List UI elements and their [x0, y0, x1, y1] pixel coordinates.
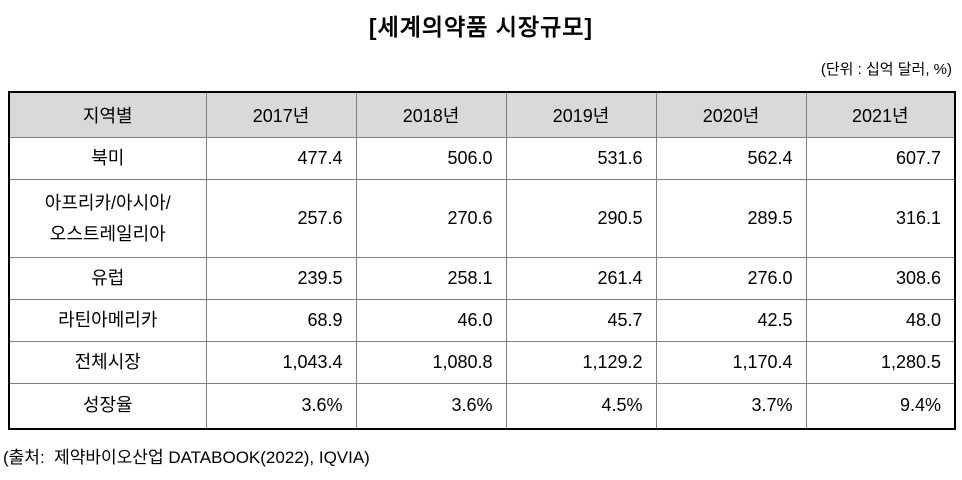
value-cell: 1,170.4	[655, 341, 807, 384]
source-note: (출처: 제약바이오산업 DATABOOK(2022), IQVIA)	[3, 447, 370, 467]
header-cell-2018: 2018년	[355, 91, 507, 138]
value-cell: 3.6%	[355, 383, 507, 429]
value-cell: 3.6%	[205, 383, 357, 429]
table-row-europe: 유럽 239.5 258.1 261.4 276.0 308.6	[8, 257, 956, 300]
value-cell: 607.7	[805, 137, 956, 180]
value-cell: 276.0	[655, 257, 807, 300]
value-cell: 316.1	[805, 179, 956, 258]
table-row-growth-rate: 성장율 3.6% 3.6% 4.5% 3.7% 9.4%	[8, 383, 956, 429]
table-row-total-market: 전체시장 1,043.4 1,080.8 1,129.2 1,170.4 1,2…	[8, 341, 956, 384]
table-body: 북미 477.4 506.0 531.6 562.4 607.7 아프리카/아시…	[8, 137, 956, 429]
header-cell-2019: 2019년	[505, 91, 657, 138]
value-cell: 48.0	[805, 299, 956, 342]
value-cell: 4.5%	[505, 383, 657, 429]
value-cell: 506.0	[355, 137, 507, 180]
value-cell: 477.4	[205, 137, 357, 180]
table-header-row: 지역별 2017년 2018년 2019년 2020년 2021년	[8, 91, 956, 138]
value-cell: 261.4	[505, 257, 657, 300]
header-cell-region: 지역별	[8, 91, 207, 138]
header-cell-2021: 2021년	[805, 91, 956, 138]
row-label-cell: 유럽	[8, 257, 207, 300]
table-row-north-america: 북미 477.4 506.0 531.6 562.4 607.7	[8, 137, 956, 180]
unit-note: (단위 : 십억 달러, %)	[820, 61, 952, 78]
market-size-table: 지역별 2017년 2018년 2019년 2020년 2021년 북미 477…	[8, 91, 956, 430]
value-cell: 42.5	[655, 299, 807, 342]
value-cell: 9.4%	[805, 383, 956, 429]
row-label-cell: 전체시장	[8, 341, 207, 384]
value-cell: 1,129.2	[505, 341, 657, 384]
value-cell: 1,080.8	[355, 341, 507, 384]
row-label-cell: 아프리카/아시아/ 오스트레일리아	[8, 179, 207, 258]
row-label-cell: 북미	[8, 137, 207, 180]
value-cell: 45.7	[505, 299, 657, 342]
header-cell-2020: 2020년	[655, 91, 807, 138]
value-cell: 1,043.4	[205, 341, 357, 384]
value-cell: 68.9	[205, 299, 357, 342]
value-cell: 270.6	[355, 179, 507, 258]
value-cell: 562.4	[655, 137, 807, 180]
value-cell: 531.6	[505, 137, 657, 180]
value-cell: 257.6	[205, 179, 357, 258]
value-cell: 1,280.5	[805, 341, 956, 384]
value-cell: 290.5	[505, 179, 657, 258]
table-row-latin-america: 라틴아메리카 68.9 46.0 45.7 42.5 48.0	[8, 299, 956, 342]
table-header: 지역별 2017년 2018년 2019년 2020년 2021년	[8, 91, 956, 138]
value-cell: 239.5	[205, 257, 357, 300]
page-title: [세계의약품 시장규모]	[368, 14, 594, 40]
table-row-africa-asia-australia: 아프리카/아시아/ 오스트레일리아 257.6 270.6 290.5 289.…	[8, 179, 956, 258]
row-label-cell: 성장율	[8, 383, 207, 429]
value-cell: 289.5	[655, 179, 807, 258]
header-cell-2017: 2017년	[205, 91, 357, 138]
value-cell: 3.7%	[655, 383, 807, 429]
value-cell: 308.6	[805, 257, 956, 300]
value-cell: 258.1	[355, 257, 507, 300]
value-cell: 46.0	[355, 299, 507, 342]
row-label-cell: 라틴아메리카	[8, 299, 207, 342]
